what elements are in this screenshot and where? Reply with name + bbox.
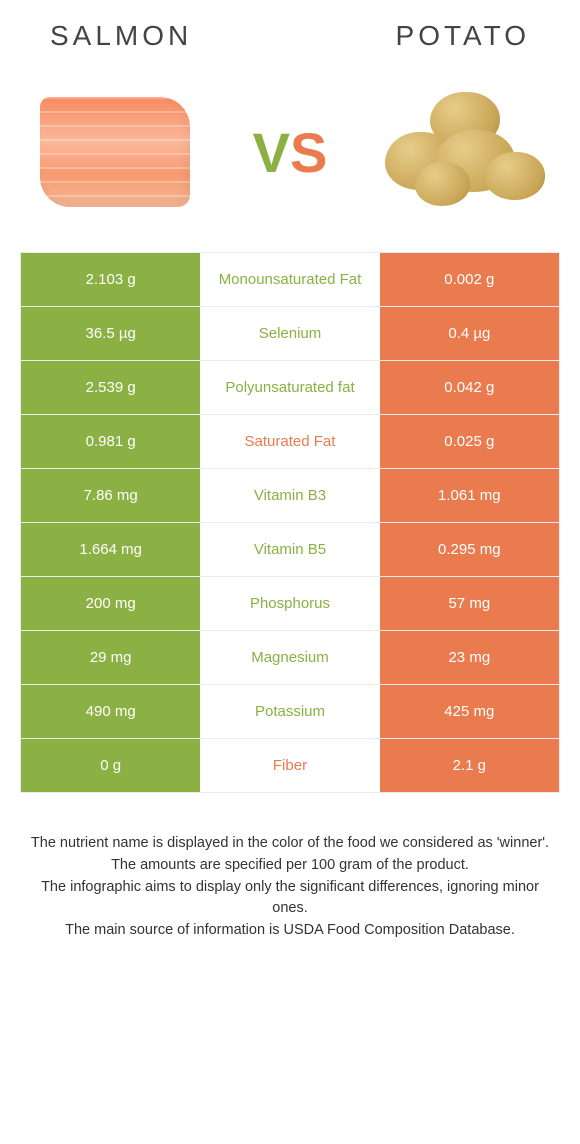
comparison-table: 2.103 gMonounsaturated Fat0.002 g36.5 µg… [20,252,560,793]
right-value-cell: 0.4 µg [380,307,559,360]
table-row: 0 gFiber2.1 g [20,739,560,793]
right-food-title: Potato [396,20,530,52]
nutrient-name-cell: Vitamin B5 [200,523,379,576]
right-value-cell: 1.061 mg [380,469,559,522]
vs-row: V S [0,62,580,252]
left-value-cell: 7.86 mg [21,469,200,522]
left-value-cell: 36.5 µg [21,307,200,360]
potato-icon [385,92,545,212]
vs-badge: V S [253,120,328,185]
nutrient-name-cell: Monounsaturated Fat [200,253,379,306]
left-value-cell: 29 mg [21,631,200,684]
footnote-line: The infographic aims to display only the… [30,877,550,921]
table-row: 0.981 gSaturated Fat0.025 g [20,415,560,469]
nutrient-name-cell: Potassium [200,685,379,738]
footnote-line: The main source of information is USDA F… [30,920,550,942]
left-food-image [30,82,200,222]
right-value-cell: 0.025 g [380,415,559,468]
left-food-title: Salmon [50,20,192,52]
left-value-cell: 1.664 mg [21,523,200,576]
nutrient-name-cell: Saturated Fat [200,415,379,468]
right-value-cell: 57 mg [380,577,559,630]
footnote-line: The amounts are specified per 100 gram o… [30,855,550,877]
table-row: 200 mgPhosphorus57 mg [20,577,560,631]
right-value-cell: 23 mg [380,631,559,684]
vs-letter-s: S [290,120,327,185]
infographic-container: Salmon Potato V S 2.103 gMonounsaturated… [0,0,580,942]
nutrient-name-cell: Selenium [200,307,379,360]
nutrient-name-cell: Fiber [200,739,379,792]
right-value-cell: 0.042 g [380,361,559,414]
right-value-cell: 425 mg [380,685,559,738]
left-value-cell: 200 mg [21,577,200,630]
nutrient-name-cell: Vitamin B3 [200,469,379,522]
salmon-icon [40,97,190,207]
left-value-cell: 0 g [21,739,200,792]
left-value-cell: 490 mg [21,685,200,738]
left-value-cell: 0.981 g [21,415,200,468]
right-value-cell: 0.002 g [380,253,559,306]
nutrient-name-cell: Polyunsaturated fat [200,361,379,414]
title-row: Salmon Potato [0,0,580,62]
nutrient-name-cell: Phosphorus [200,577,379,630]
footnote-line: The nutrient name is displayed in the co… [30,833,550,855]
table-row: 490 mgPotassium425 mg [20,685,560,739]
table-row: 1.664 mgVitamin B50.295 mg [20,523,560,577]
right-value-cell: 2.1 g [380,739,559,792]
table-row: 2.539 gPolyunsaturated fat0.042 g [20,361,560,415]
table-row: 36.5 µgSelenium0.4 µg [20,307,560,361]
nutrient-name-cell: Magnesium [200,631,379,684]
right-food-image [380,82,550,222]
table-row: 7.86 mgVitamin B31.061 mg [20,469,560,523]
table-row: 29 mgMagnesium23 mg [20,631,560,685]
vs-letter-v: V [253,120,290,185]
left-value-cell: 2.539 g [21,361,200,414]
table-row: 2.103 gMonounsaturated Fat0.002 g [20,252,560,307]
footnotes: The nutrient name is displayed in the co… [0,793,580,942]
right-value-cell: 0.295 mg [380,523,559,576]
left-value-cell: 2.103 g [21,253,200,306]
